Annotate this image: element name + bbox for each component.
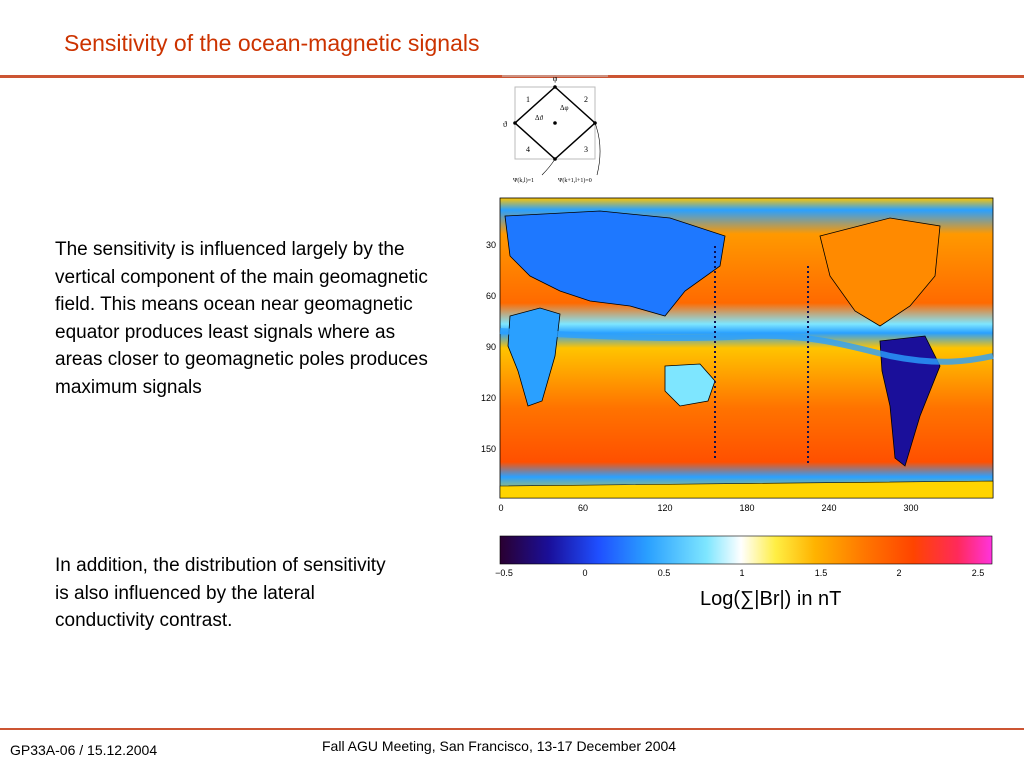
diagram-cell-4: 4 xyxy=(526,145,530,154)
diagram-top-label: φ xyxy=(553,74,558,83)
diagram-left-label: ϑ xyxy=(503,120,507,129)
diagram-delta-theta: Δϑ xyxy=(535,114,544,122)
diagram-bottom-right-label: Ψ(k+1,l+1)=0 xyxy=(558,177,592,184)
map-x-tick: 180 xyxy=(739,503,754,513)
diagram-bottom-left-label: Ψ(k,l)=1 xyxy=(513,177,534,184)
footer-session-date: GP33A-06 / 15.12.2004 xyxy=(10,742,158,758)
diagram-cell-2: 2 xyxy=(584,95,588,104)
footer-divider xyxy=(0,728,1024,730)
map-y-tick: 60 xyxy=(486,291,496,301)
colorbar-tick: 1.5 xyxy=(815,568,828,578)
map-y-tick: 90 xyxy=(486,342,496,352)
map-x-tick: 300 xyxy=(903,503,918,513)
colorbar-tick: 2 xyxy=(896,568,901,578)
map-y-tick: 150 xyxy=(481,444,496,454)
map-x-tick: 240 xyxy=(821,503,836,513)
slide-title: Sensitivity of the ocean-magnetic signal… xyxy=(64,30,480,56)
map-y-tick: 30 xyxy=(486,240,496,250)
paragraph-conductivity: In addition, the distribution of sensiti… xyxy=(55,555,386,631)
colorbar-gradient xyxy=(499,535,993,565)
colorbar: −0.5 0 0.5 1 1.5 2 2.5 xyxy=(495,535,993,578)
paragraph-sensitivity: The sensitivity is influenced largely by… xyxy=(55,239,428,398)
map-y-tick: 120 xyxy=(481,393,496,403)
colorbar-tick: 0.5 xyxy=(658,568,671,578)
grid-cell-diagram: φ 1 2 3 4 Δφ Δϑ ϑ Ψ(k,l)=1 Ψ(k+1,l+1)=0 xyxy=(502,74,608,184)
diagram-delta-phi: Δφ xyxy=(560,104,569,112)
sensitivity-map: 30 60 90 120 150 0 60 120 180 240 300 xyxy=(481,197,994,513)
footer-meeting: Fall AGU Meeting, San Francisco, 13-17 D… xyxy=(322,738,677,754)
map-x-tick: 120 xyxy=(657,503,672,513)
colorbar-tick: 1 xyxy=(739,568,744,578)
diagram-cell-1: 1 xyxy=(526,95,530,104)
colorbar-tick: 2.5 xyxy=(972,568,985,578)
colorbar-caption: Log(∑|Br|) in nT xyxy=(700,588,842,610)
colorbar-tick: 0 xyxy=(582,568,587,578)
diagram-cell-3: 3 xyxy=(584,145,588,154)
map-x-tick: 60 xyxy=(578,503,588,513)
colorbar-tick: −0.5 xyxy=(495,568,513,578)
map-x-tick: 0 xyxy=(498,503,503,513)
